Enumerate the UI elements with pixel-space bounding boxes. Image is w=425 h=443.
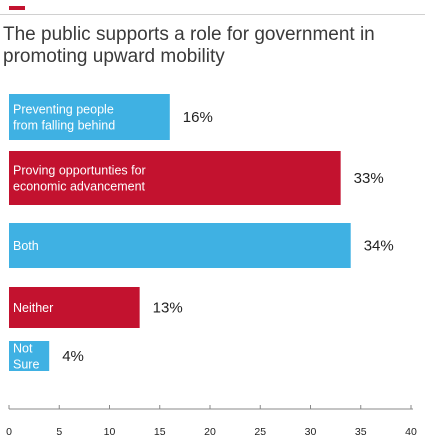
x-tick-label-6: 30: [305, 426, 317, 438]
x-tick-label-8: 40: [405, 426, 417, 438]
x-tick-label-3: 15: [154, 426, 166, 438]
value-label-3: 13%: [153, 300, 183, 317]
value-label-4: 4%: [62, 348, 84, 365]
value-label-0: 16%: [183, 109, 213, 126]
bar-label-3: Neither: [13, 301, 53, 315]
bar-label-4: Not Sure: [13, 342, 39, 372]
x-tick-label-5: 25: [254, 426, 266, 438]
header-divider: [0, 14, 425, 15]
value-label-1: 33%: [354, 170, 384, 187]
chart-title: The public supports a role for governmen…: [3, 24, 375, 67]
bar-0: [9, 94, 170, 140]
bar-label-2: Both: [13, 239, 39, 253]
bar-3: [9, 287, 140, 328]
x-tick-label-7: 35: [355, 426, 367, 438]
x-tick-label-1: 5: [56, 426, 62, 438]
value-label-2: 34%: [364, 238, 394, 255]
x-tick-label-0: 0: [6, 426, 12, 438]
bar-4: [9, 341, 50, 371]
bar-1: [9, 151, 341, 205]
bar-2: [9, 223, 351, 268]
title-accent-bar: [9, 6, 25, 10]
x-tick-label-4: 20: [204, 426, 216, 438]
bar-label-1: Proving opportunties for economic advance…: [13, 164, 146, 194]
x-tick-label-2: 10: [104, 426, 116, 438]
bar-label-0: Preventing people from falling behind: [13, 103, 115, 133]
